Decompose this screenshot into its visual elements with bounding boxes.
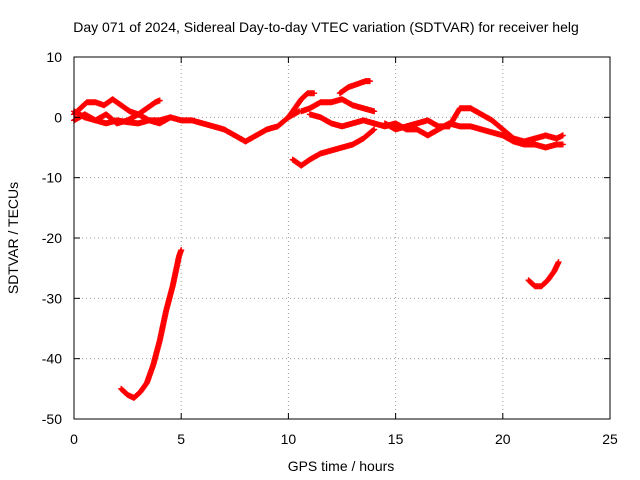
series-arc-8 <box>289 126 378 169</box>
x-tick-label: 20 <box>495 431 511 447</box>
series-arc-9 <box>371 120 566 151</box>
data-point <box>559 141 566 148</box>
y-tick-label: 10 <box>46 49 62 65</box>
data-point <box>156 97 163 104</box>
series-arc-4 <box>285 90 318 121</box>
y-tick-label: -10 <box>42 170 62 186</box>
series-arc-6 <box>336 78 373 97</box>
data-point <box>371 126 378 133</box>
y-tick-label: -50 <box>42 411 62 427</box>
chart-title: Day 071 of 2024, Sidereal Day-to-day VTE… <box>73 19 579 35</box>
data-point <box>167 114 174 121</box>
data-point <box>366 78 373 85</box>
y-axis-label: SDTVAR / TECUs <box>5 182 21 294</box>
y-tick-label: 0 <box>54 109 62 125</box>
data-points <box>71 78 566 401</box>
series-arc-2 <box>71 96 163 118</box>
series-arc-12 <box>525 259 562 290</box>
x-axis-label: GPS time / hours <box>288 458 395 474</box>
data-point <box>555 259 562 266</box>
data-point <box>311 90 318 97</box>
x-tick-label: 10 <box>281 431 297 447</box>
x-tick-label: 0 <box>70 431 78 447</box>
data-point <box>559 132 566 139</box>
y-tick-label: -30 <box>42 290 62 306</box>
series-arc-11 <box>118 247 185 401</box>
data-point <box>371 108 378 115</box>
series-arc-7 <box>306 111 378 130</box>
y-tick-label: -40 <box>42 351 62 367</box>
x-tick-label: 5 <box>177 431 185 447</box>
x-tick-label: 25 <box>602 431 618 447</box>
y-axis-ticks: 10 0 -10 -20 -30 -40 -50 <box>42 49 610 427</box>
series-arc-10 <box>381 105 566 145</box>
y-tick-label: -20 <box>42 230 62 246</box>
series-arc-5 <box>298 96 378 115</box>
series-arc-3 <box>71 111 174 127</box>
x-tick-label: 15 <box>388 431 404 447</box>
x-axis-ticks: 0 5 10 15 20 25 <box>70 57 618 447</box>
data-point <box>370 127 377 134</box>
data-point <box>178 247 185 254</box>
